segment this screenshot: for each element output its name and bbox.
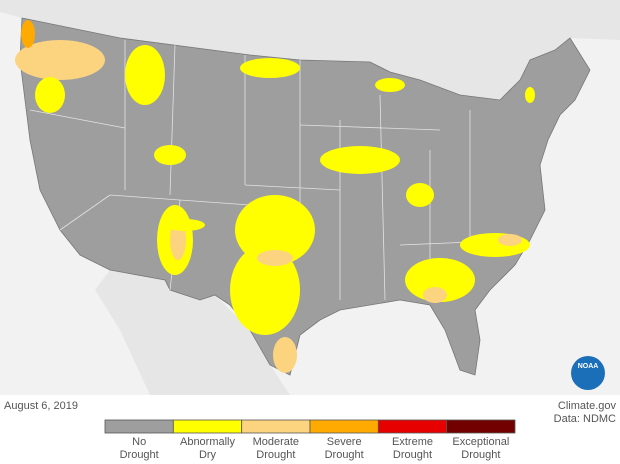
legend-swatch [446, 419, 516, 434]
noaa-logo [571, 356, 605, 390]
canada [0, 0, 620, 100]
legend-swatch [241, 419, 311, 434]
credit: Data: NDMC [554, 413, 616, 425]
legend-label: Drought [120, 449, 159, 461]
legend-label: Abnormally [180, 436, 236, 448]
legend-label: Dry [199, 449, 217, 461]
legend-swatch [172, 419, 243, 434]
legend-label: Severe [327, 436, 362, 448]
drought-areas [15, 20, 535, 373]
state-lines [29, 40, 521, 301]
legend-label: Drought [393, 449, 432, 461]
legend-label: Moderate [253, 436, 299, 448]
legend-label: Drought [461, 449, 500, 461]
logo-text: NOAA [578, 363, 599, 370]
legend-label: No [132, 436, 146, 448]
legend-label: Drought [325, 449, 364, 461]
legend-swatch [309, 419, 379, 434]
legend-label: Exceptional [452, 436, 509, 448]
legend-label: Extreme [392, 436, 433, 448]
map-date: August 6, 2019 [4, 400, 78, 412]
legend-swatch [377, 419, 448, 434]
credit: Climate.gov [558, 400, 617, 412]
legend-swatch [104, 419, 174, 434]
mexico [95, 270, 290, 395]
legend-label: Drought [256, 449, 295, 461]
